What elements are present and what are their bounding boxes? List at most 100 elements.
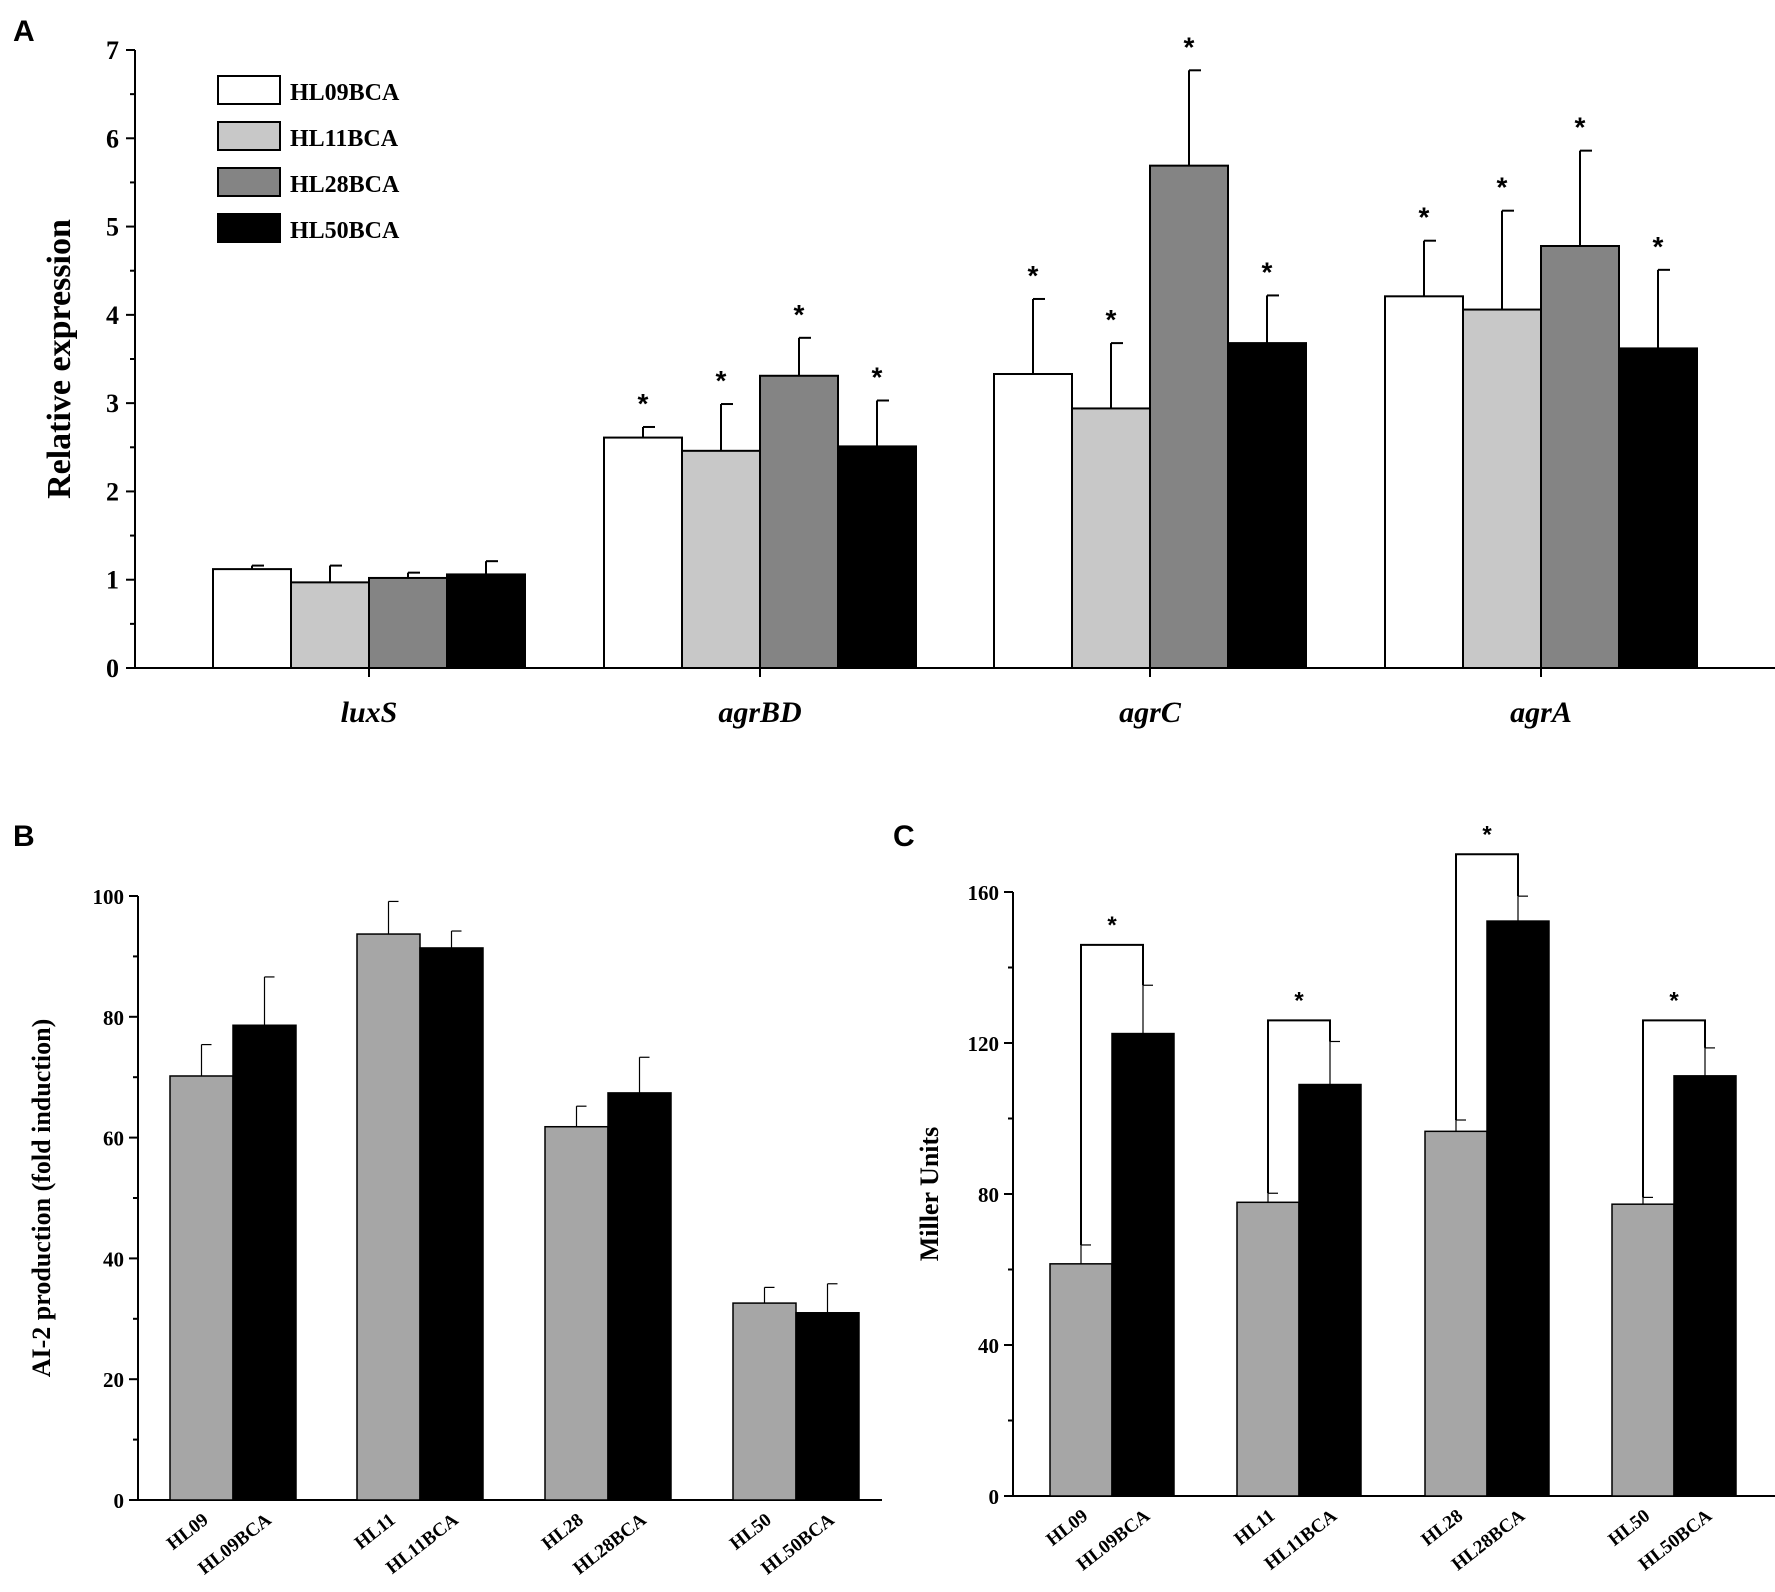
x-category-label-b: HL09 (163, 1509, 213, 1554)
bar-hl28 (544, 1125, 609, 1501)
bar-hl09 (169, 1075, 234, 1501)
significance-marker: * (1497, 172, 1508, 203)
bar-hl28bca (1149, 164, 1229, 669)
bar-hl28 (1424, 1130, 1488, 1497)
bar-hl50bca (795, 1312, 860, 1501)
y-tick-label-a: 4 (106, 301, 119, 330)
bar-hl11 (356, 933, 421, 1501)
y-tick-label-b: 100 (93, 885, 125, 909)
y-axis-label-b: AI-2 production (fold induction) (27, 1019, 56, 1378)
x-category-label-a: luxS (341, 696, 398, 729)
bar-hl11bca (419, 947, 484, 1501)
panel-label-c: C (893, 820, 915, 853)
bar-hl11bca (1071, 407, 1151, 669)
legend-swatch (217, 167, 281, 197)
y-axis-label-a: Relative expression (41, 219, 78, 499)
y-tick-label-a: 7 (106, 36, 119, 65)
y-tick-label-c: 80 (978, 1183, 999, 1207)
bar-hl28bca (1486, 920, 1550, 1497)
significance-bracket (1642, 1019, 1706, 1198)
significance-marker: * (1653, 231, 1664, 262)
bar-hl28bca (1540, 244, 1620, 669)
bar-hl28bca (368, 576, 448, 669)
significance-marker: * (1262, 256, 1273, 287)
y-tick-label-a: 3 (106, 389, 119, 418)
significance-marker: * (716, 365, 727, 396)
bar-hl50 (1611, 1203, 1675, 1497)
x-category-label-b: HL50 (726, 1509, 776, 1554)
x-category-label-a: agrA (1510, 696, 1572, 729)
significance-bracket (1267, 1019, 1331, 1194)
y-tick-label-b: 20 (103, 1368, 124, 1392)
y-axis-label-c: Miller Units (915, 1127, 944, 1262)
chart-panel-a: 0 1 2 3 4 5 6 7 Relative expression luxS agrBD * * * *… (41, 31, 1775, 729)
y-tick-label-c: 160 (968, 881, 1000, 905)
bar-hl09 (1049, 1263, 1113, 1497)
bar-hl50bca (1618, 347, 1698, 669)
legend-swatch (217, 75, 281, 105)
legend-label: HL28BCA (290, 172, 400, 198)
y-tick-label-a: 2 (106, 477, 119, 506)
bar-hl09bca (1384, 295, 1464, 669)
significance-marker: * (1294, 987, 1304, 1014)
bar-hl09bca (212, 568, 292, 669)
bar-hl11bca (290, 581, 370, 669)
y-tick-label-c: 40 (978, 1334, 999, 1358)
bar-hl50bca (1227, 342, 1307, 669)
x-category-label-a: agrC (1119, 696, 1182, 729)
y-tick-label-a: 6 (106, 124, 119, 153)
y-tick-label-a: 1 (106, 566, 119, 595)
bar-hl28bca (607, 1092, 672, 1501)
significance-marker: * (1107, 912, 1117, 939)
bar-hl09bca (1111, 1032, 1175, 1497)
x-category-label-a: agrBD (718, 696, 801, 729)
y-tick-label-c: 120 (968, 1032, 1000, 1056)
legend-swatch (217, 121, 281, 151)
significance-marker: * (1106, 304, 1117, 335)
significance-marker: * (1419, 202, 1430, 233)
y-tick-label-b: 0 (114, 1489, 125, 1513)
x-category-label-c: HL09 (1043, 1505, 1093, 1550)
bar-hl11 (1236, 1201, 1300, 1497)
legend-label: HL50BCA (290, 218, 400, 244)
y-tick-label-b: 80 (103, 1006, 124, 1030)
x-category-label-c: HL28 (1418, 1505, 1468, 1550)
x-category-label-b: HL11 (351, 1509, 400, 1554)
legend-swatch (217, 213, 281, 243)
significance-marker: * (1028, 260, 1039, 291)
significance-marker: * (638, 388, 649, 419)
legend-label: HL11BCA (290, 126, 399, 152)
y-tick-label-c: 0 (989, 1485, 1000, 1509)
y-tick-label-a: 0 (106, 654, 119, 683)
panel-label-b: B (13, 820, 35, 853)
bar-hl28bca (759, 374, 839, 669)
significance-marker: * (1184, 31, 1195, 62)
panel-label-a: A (13, 15, 35, 48)
x-category-label-b: HL28 (538, 1509, 588, 1554)
significance-bracket (1080, 943, 1144, 1245)
legend-label: HL09BCA (290, 80, 400, 106)
bar-hl09bca (232, 1024, 297, 1501)
significance-marker: * (794, 299, 805, 330)
bar-hl11bca (681, 449, 761, 669)
bar-hl11bca (1462, 308, 1542, 669)
x-category-label-c: HL11 (1230, 1505, 1279, 1550)
bar-hl50bca (446, 573, 526, 669)
x-category-label-c: HL50 (1605, 1505, 1655, 1550)
chart-panel-b: 0 20 40 60 80 100 AI-2 production (fold induct… (27, 885, 882, 1579)
y-tick-label-b: 60 (103, 1127, 124, 1151)
significance-marker: * (1669, 987, 1679, 1014)
significance-marker: * (1575, 112, 1586, 143)
bar-hl11bca (1298, 1083, 1362, 1497)
bar-hl50 (732, 1302, 797, 1501)
bar-hl09bca (603, 436, 683, 669)
significance-bracket (1455, 853, 1519, 1121)
significance-marker: * (872, 361, 883, 392)
bar-hl50bca (1673, 1075, 1737, 1497)
bar-hl09bca (993, 373, 1073, 669)
y-tick-label-b: 40 (103, 1247, 124, 1271)
y-tick-label-a: 5 (106, 213, 119, 242)
significance-marker: * (1482, 821, 1492, 848)
